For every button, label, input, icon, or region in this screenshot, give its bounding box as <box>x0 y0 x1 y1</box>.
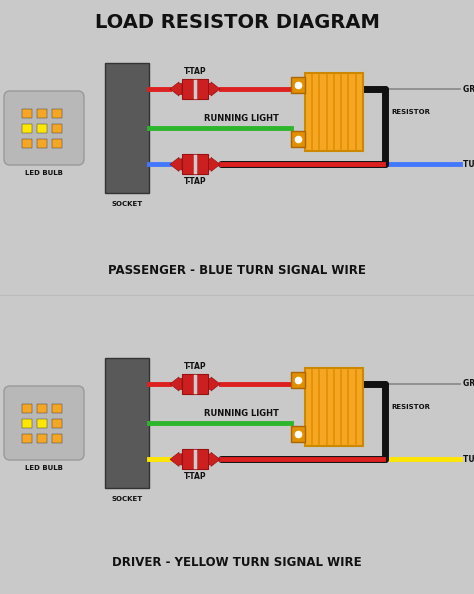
Bar <box>182 450 208 469</box>
FancyArrow shape <box>208 82 220 96</box>
Bar <box>52 419 62 428</box>
Text: GROUND WIRE: GROUND WIRE <box>463 380 474 388</box>
Text: RUNNING LIGHT: RUNNING LIGHT <box>204 114 279 123</box>
Text: RESISTOR: RESISTOR <box>391 404 430 410</box>
Text: T-TAP: T-TAP <box>184 67 206 76</box>
Text: T-TAP: T-TAP <box>184 178 206 187</box>
Bar <box>305 73 363 151</box>
Text: SOCKET: SOCKET <box>111 201 143 207</box>
Bar <box>22 109 32 118</box>
Bar <box>291 77 305 93</box>
Bar <box>291 131 305 147</box>
Bar <box>105 358 149 488</box>
FancyArrow shape <box>170 157 182 172</box>
Bar <box>37 139 47 148</box>
Bar <box>52 139 62 148</box>
Text: T-TAP: T-TAP <box>184 472 206 481</box>
FancyArrow shape <box>208 157 220 172</box>
FancyArrow shape <box>208 453 220 466</box>
Text: T-TAP: T-TAP <box>184 362 206 371</box>
Bar <box>182 374 208 394</box>
Bar <box>182 154 208 175</box>
Bar <box>182 79 208 99</box>
Bar <box>22 124 32 133</box>
Bar <box>22 404 32 413</box>
FancyArrow shape <box>170 377 182 391</box>
FancyBboxPatch shape <box>4 91 84 165</box>
FancyArrow shape <box>170 82 182 96</box>
Text: DRIVER - YELLOW TURN SIGNAL WIRE: DRIVER - YELLOW TURN SIGNAL WIRE <box>112 557 362 570</box>
Bar <box>291 426 305 442</box>
Text: TURN SIGNAL: TURN SIGNAL <box>463 455 474 464</box>
Text: TURN SIGNAL: TURN SIGNAL <box>463 160 474 169</box>
Text: RESISTOR: RESISTOR <box>391 109 430 115</box>
Bar <box>37 434 47 443</box>
Bar <box>52 434 62 443</box>
Bar <box>37 419 47 428</box>
Bar <box>22 139 32 148</box>
Bar <box>37 109 47 118</box>
Text: LOAD RESISTOR DIAGRAM: LOAD RESISTOR DIAGRAM <box>94 12 380 31</box>
FancyArrow shape <box>208 377 220 391</box>
Bar <box>37 404 47 413</box>
Bar <box>22 419 32 428</box>
Bar <box>37 124 47 133</box>
Text: GROUND WIRE: GROUND WIRE <box>463 84 474 93</box>
Bar <box>291 372 305 388</box>
Bar <box>305 368 363 446</box>
Text: LED BULB: LED BULB <box>25 465 63 471</box>
Bar <box>105 63 149 193</box>
FancyBboxPatch shape <box>4 386 84 460</box>
Bar <box>52 404 62 413</box>
Text: SOCKET: SOCKET <box>111 496 143 502</box>
Text: LED BULB: LED BULB <box>25 170 63 176</box>
Text: RUNNING LIGHT: RUNNING LIGHT <box>204 409 279 418</box>
Text: PASSENGER - BLUE TURN SIGNAL WIRE: PASSENGER - BLUE TURN SIGNAL WIRE <box>108 264 366 276</box>
FancyArrow shape <box>170 453 182 466</box>
Bar <box>52 124 62 133</box>
Bar <box>52 109 62 118</box>
Bar <box>22 434 32 443</box>
